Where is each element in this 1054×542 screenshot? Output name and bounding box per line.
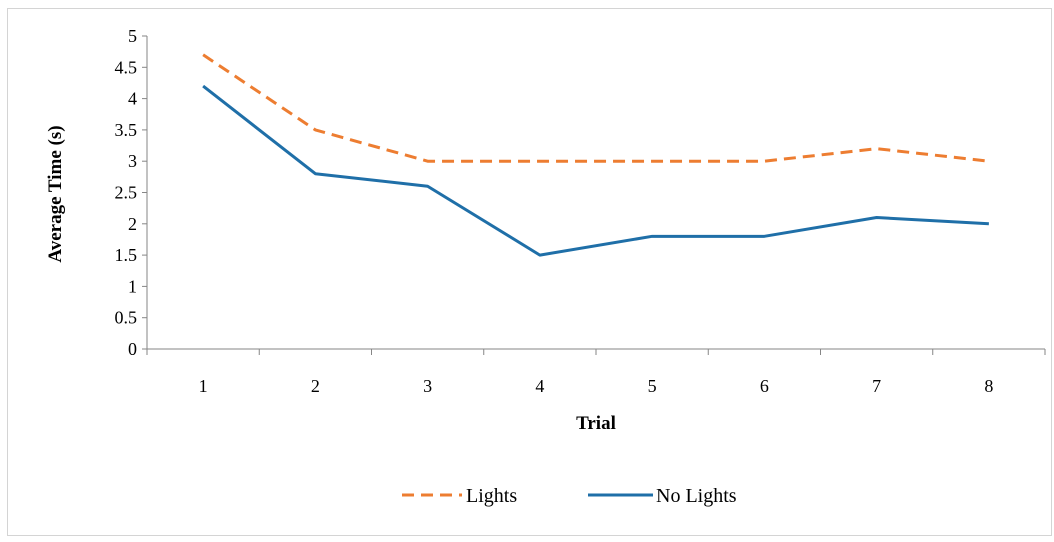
- x-tick-label: 8: [984, 376, 993, 396]
- y-tick-label: 0: [128, 339, 137, 359]
- y-tick-label: 3: [128, 151, 137, 171]
- legend-label-lights: Lights: [466, 485, 517, 507]
- series-line-lights: [202, 53, 990, 163]
- y-tick-label: 1.5: [115, 245, 138, 265]
- line-chart: 0 0.5 1 1.5 2 2.5 3 3.5 4 4.5 5 1 2 3 4 5 6 7 8 Trial Aver…: [45, 26, 1046, 507]
- x-tick-label: 3: [423, 376, 432, 396]
- y-tick-label: 2.5: [115, 183, 138, 203]
- axes: [142, 35, 1046, 355]
- x-tick-label: 5: [648, 376, 657, 396]
- x-tick-label: 1: [199, 376, 208, 396]
- y-tick-label: 3.5: [115, 120, 138, 140]
- x-tick-label: 2: [311, 376, 320, 396]
- y-tick-label: 5: [128, 26, 137, 46]
- series-line-no-lights: [202, 84, 989, 257]
- y-tick-label: 1: [128, 276, 137, 296]
- y-tick-label: 2: [128, 214, 137, 234]
- x-tick-label: 4: [535, 376, 544, 396]
- legend: Lights No Lights: [402, 485, 737, 507]
- y-tick-label: 4: [128, 89, 137, 109]
- chart-frame: 0 0.5 1 1.5 2 2.5 3 3.5 4 4.5 5 1 2 3 4 5 6 7 8 Trial Aver…: [7, 8, 1052, 536]
- y-tick-label: 0.5: [115, 308, 138, 328]
- x-tick-label: 7: [872, 376, 881, 396]
- y-tick-label: 4.5: [115, 57, 138, 77]
- x-tick-label: 6: [760, 376, 769, 396]
- tick-labels: 0 0.5 1 1.5 2 2.5 3 3.5 4 4.5 5 1 2 3 4 5 6 7 8: [115, 26, 994, 396]
- x-axis-title: Trial: [576, 413, 616, 434]
- legend-label-no-lights: No Lights: [656, 485, 737, 507]
- series-lines: [202, 53, 990, 257]
- y-axis-title: Average Time (s): [45, 125, 66, 262]
